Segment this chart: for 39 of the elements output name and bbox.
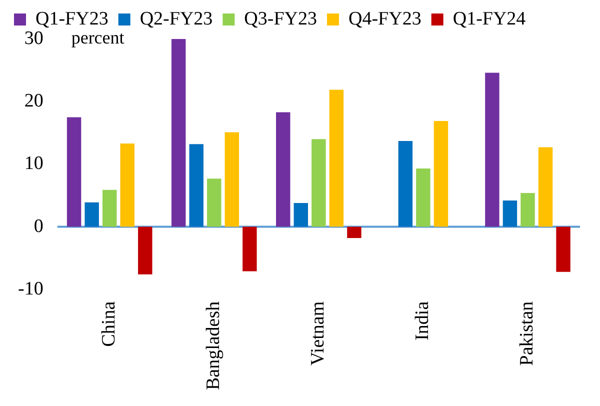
x-tick-label: Vietnam: [308, 301, 329, 366]
bar: [224, 132, 240, 227]
legend-label: Q1-FY23: [36, 8, 108, 30]
x-tick-label: Pakistan: [516, 300, 538, 366]
bar: [556, 226, 570, 272]
bar: [398, 141, 413, 227]
bar: [434, 120, 448, 227]
legend-label: Q4-FY23: [348, 8, 422, 30]
bar: [347, 226, 362, 238]
bar: [66, 117, 82, 227]
legend-label: Q2-FY23: [140, 8, 213, 30]
bar: [294, 202, 308, 227]
bar: [171, 39, 186, 227]
bar: [84, 202, 99, 227]
y-tick-label: 20: [24, 90, 44, 112]
bar: [189, 144, 204, 227]
bar: [138, 226, 152, 274]
y-tick-label: 10: [24, 153, 44, 174]
bar: [485, 72, 500, 227]
y-tick-label: 30: [24, 28, 44, 49]
x-tick-label: Bangladesh: [203, 300, 224, 390]
bar: [416, 168, 430, 227]
y-axis-title: percent: [71, 28, 124, 48]
legend-label: Q1-FY24: [452, 8, 526, 30]
bar: [502, 200, 518, 227]
bar: [538, 147, 553, 227]
y-tick-label: 0: [34, 216, 44, 237]
bar: [207, 178, 222, 227]
bar: [242, 226, 257, 272]
bar: [329, 90, 344, 227]
bar: [520, 192, 535, 227]
bar: [276, 112, 290, 227]
x-tick-label: China: [98, 300, 120, 347]
x-tick-label: India: [412, 300, 434, 340]
bar: [312, 139, 326, 227]
bar: [102, 190, 117, 227]
y-tick-label: -10: [18, 278, 44, 300]
legend-label: Q3-FY23: [244, 8, 318, 30]
bar: [120, 144, 134, 227]
